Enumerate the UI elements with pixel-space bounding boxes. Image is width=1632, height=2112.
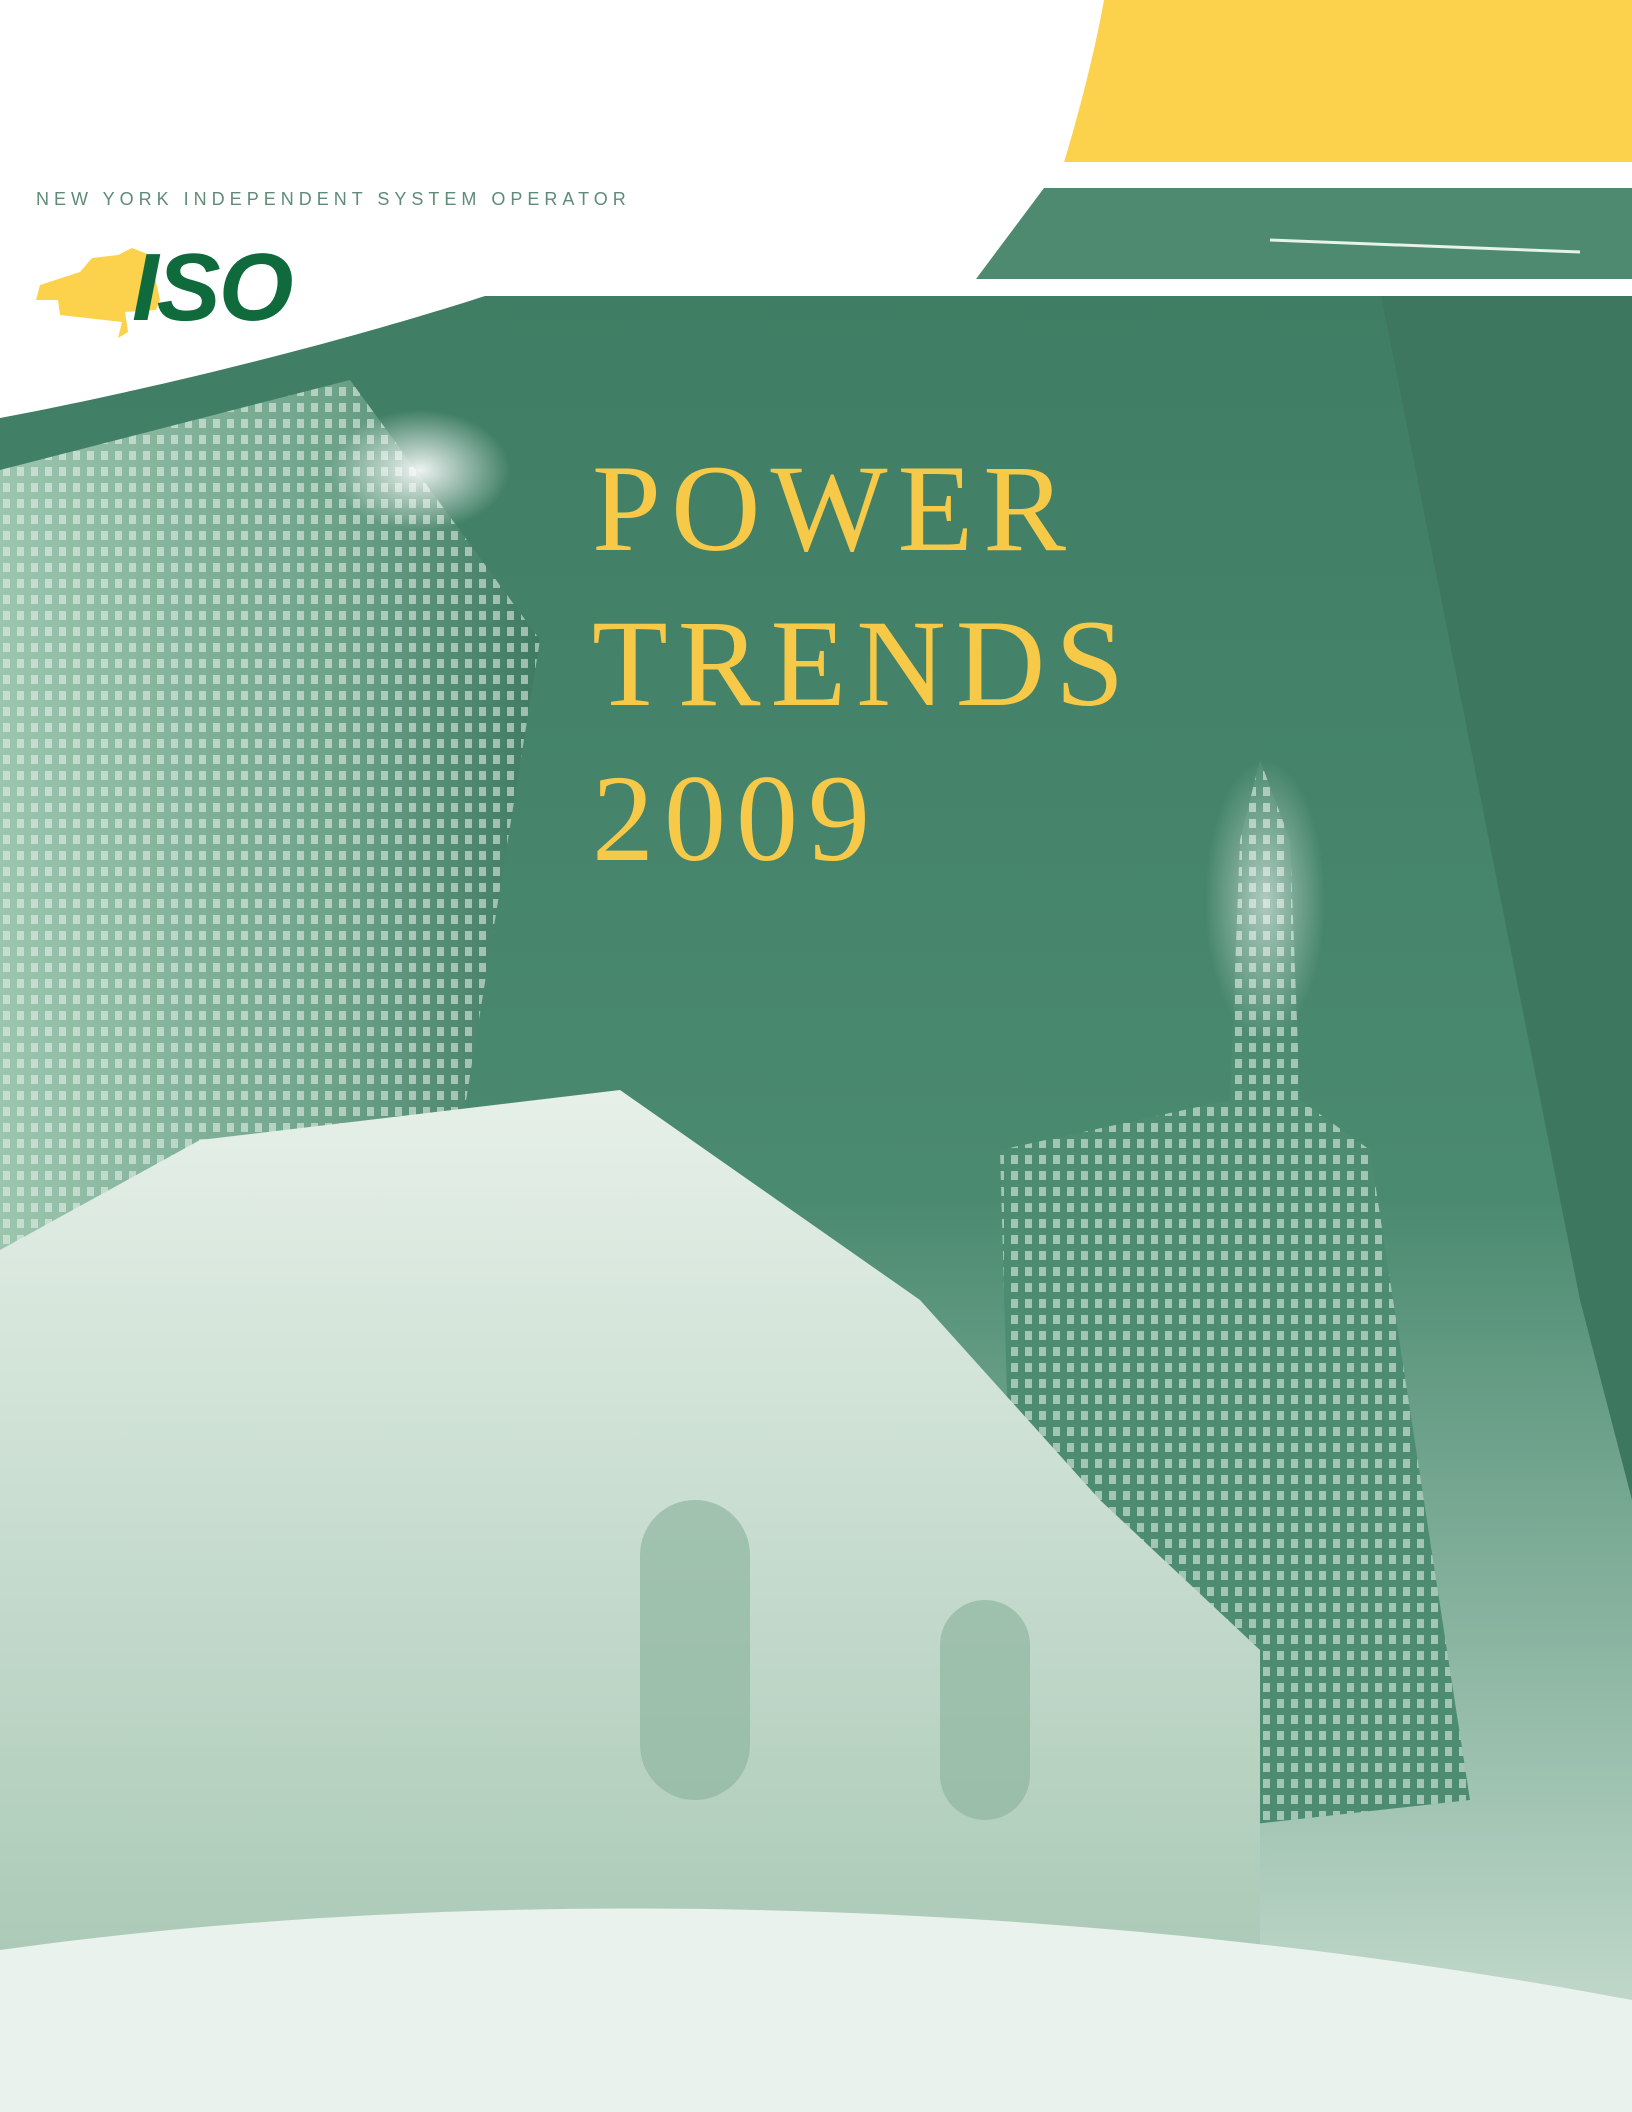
logo-state-shape <box>36 248 160 338</box>
logo-text: ISO <box>132 234 293 341</box>
organization: NEW YORK INDEPENDENT SYSTEM OPERATOR <box>36 189 631 209</box>
title-line: POWER <box>592 440 1076 577</box>
title-line: 2009 <box>592 750 880 887</box>
strip-highlight <box>1269 238 1581 254</box>
photo-buildings <box>0 290 1632 2112</box>
green-strip <box>976 188 1632 279</box>
title-line: TRENDS <box>592 595 1134 732</box>
yellow-accent <box>1064 0 1632 162</box>
